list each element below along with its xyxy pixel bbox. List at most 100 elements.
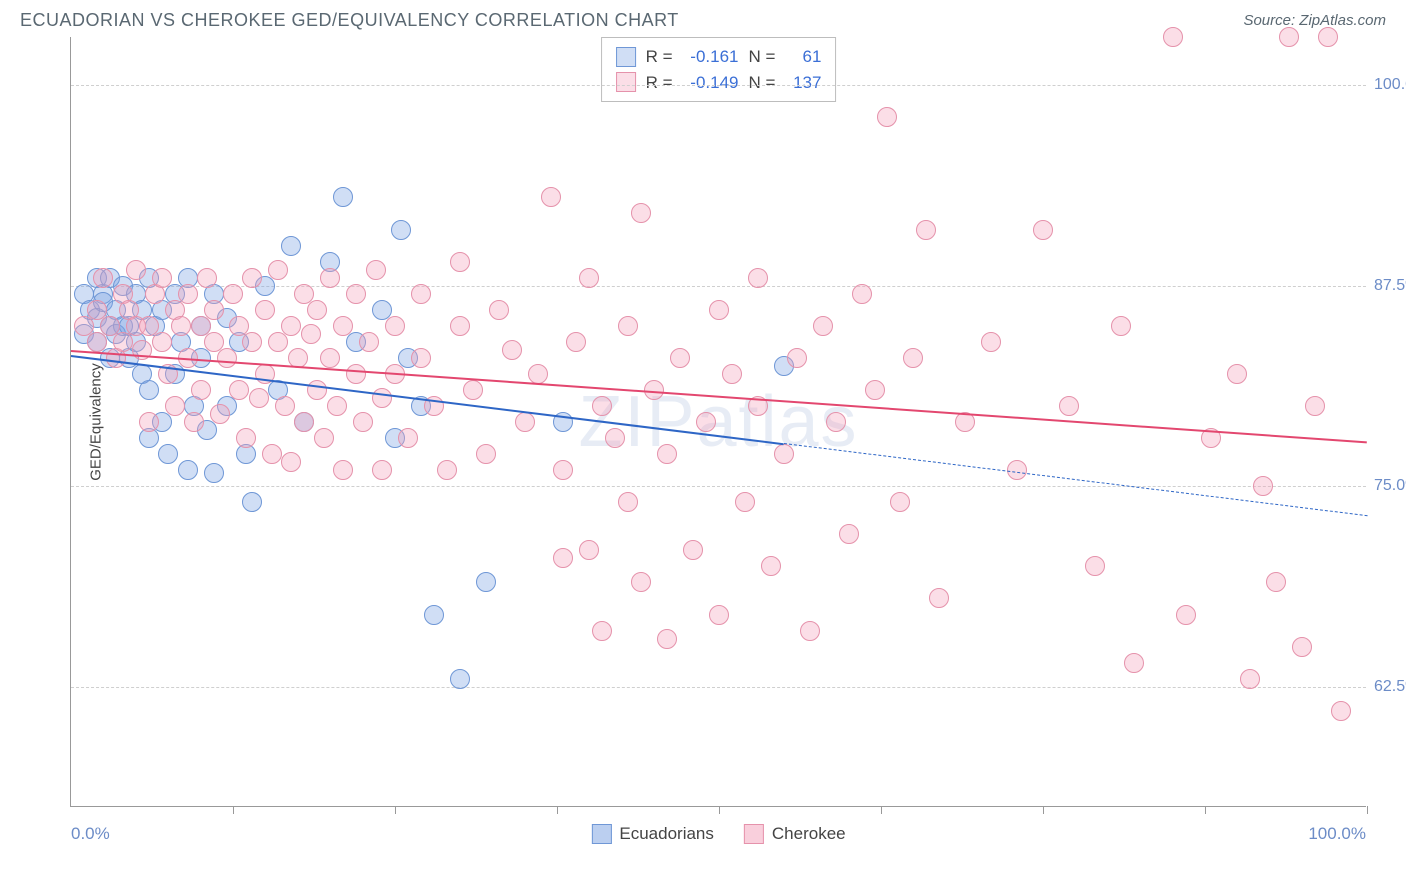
data-point [476, 572, 496, 592]
stat-n-label: N = [749, 70, 776, 96]
data-point [242, 492, 262, 512]
data-point [236, 428, 256, 448]
data-point [191, 380, 211, 400]
data-point [139, 380, 159, 400]
y-tick-label: 100.0% [1366, 76, 1406, 94]
data-point [346, 284, 366, 304]
data-point [152, 332, 172, 352]
stat-r-value: -0.149 [683, 70, 739, 96]
data-point [268, 260, 288, 280]
data-point [391, 220, 411, 240]
data-point [553, 460, 573, 480]
data-point [476, 444, 496, 464]
data-point [618, 492, 638, 512]
data-point [709, 300, 729, 320]
data-point [333, 460, 353, 480]
data-point [281, 236, 301, 256]
data-point [450, 669, 470, 689]
chart-source: Source: ZipAtlas.com [1243, 12, 1386, 29]
data-point [1111, 316, 1131, 336]
legend: Ecuadorians Cherokee [591, 824, 845, 844]
data-point [592, 621, 612, 641]
stat-r-label: R = [646, 70, 673, 96]
x-tick [395, 806, 396, 814]
data-point [579, 540, 599, 560]
data-point [242, 268, 262, 288]
data-point [294, 412, 314, 432]
data-point [197, 268, 217, 288]
data-point [916, 220, 936, 240]
data-point [327, 396, 347, 416]
data-point [372, 388, 392, 408]
data-point [1292, 637, 1312, 657]
plot-region: ZIPatlas GED/Equivalency R =-0.161N =61R… [70, 37, 1366, 807]
data-point [865, 380, 885, 400]
data-point [242, 332, 262, 352]
data-point [800, 621, 820, 641]
data-point [275, 396, 295, 416]
data-point [670, 348, 690, 368]
legend-label: Cherokee [772, 824, 846, 844]
data-point [165, 396, 185, 416]
stat-n-label: N = [749, 44, 776, 70]
data-point [735, 492, 755, 512]
data-point [223, 284, 243, 304]
data-point [437, 460, 457, 480]
data-point [787, 348, 807, 368]
data-point [158, 444, 178, 464]
correlation-stats-box: R =-0.161N =61R =-0.149N =137 [601, 37, 837, 102]
data-point [178, 284, 198, 304]
data-point [1318, 27, 1338, 47]
data-point [709, 605, 729, 625]
data-point [113, 332, 133, 352]
data-point [217, 348, 237, 368]
data-point [826, 412, 846, 432]
data-point [1033, 220, 1053, 240]
data-point [87, 332, 107, 352]
x-tick [233, 806, 234, 814]
data-point [333, 316, 353, 336]
data-point [450, 316, 470, 336]
chart-title: ECUADORIAN VS CHEROKEE GED/EQUIVALENCY C… [20, 10, 679, 31]
x-tick [1205, 806, 1206, 814]
legend-item: Cherokee [744, 824, 846, 844]
data-point [489, 300, 509, 320]
y-tick-label: 75.0% [1366, 477, 1406, 495]
data-point [1163, 27, 1183, 47]
data-point [126, 260, 146, 280]
data-point [255, 300, 275, 320]
data-point [1227, 364, 1247, 384]
data-point [1124, 653, 1144, 673]
data-point [268, 332, 288, 352]
stat-n-value: 137 [785, 70, 821, 96]
data-point [320, 268, 340, 288]
data-point [139, 412, 159, 432]
data-point [307, 300, 327, 320]
gridline [71, 486, 1366, 487]
chart-header: ECUADORIAN VS CHEROKEE GED/EQUIVALENCY C… [0, 0, 1406, 37]
data-point [903, 348, 923, 368]
y-tick-label: 62.5% [1366, 678, 1406, 696]
data-point [320, 348, 340, 368]
series-swatch [616, 72, 636, 92]
gridline [71, 85, 1366, 86]
x-tick [881, 806, 882, 814]
data-point [839, 524, 859, 544]
data-point [229, 380, 249, 400]
data-point [929, 588, 949, 608]
data-point [981, 332, 1001, 352]
series-swatch [616, 47, 636, 67]
data-point [424, 605, 444, 625]
data-point [1176, 605, 1196, 625]
data-point [152, 268, 172, 288]
data-point [450, 252, 470, 272]
data-point [761, 556, 781, 576]
data-point [333, 187, 353, 207]
data-point [463, 380, 483, 400]
legend-item: Ecuadorians [591, 824, 714, 844]
data-point [813, 316, 833, 336]
data-point [262, 444, 282, 464]
data-point [502, 340, 522, 360]
data-point [657, 629, 677, 649]
data-point [657, 444, 677, 464]
